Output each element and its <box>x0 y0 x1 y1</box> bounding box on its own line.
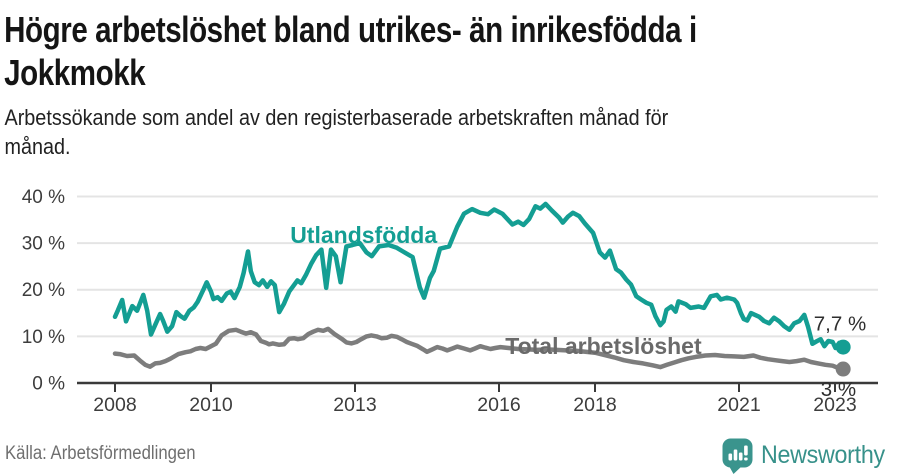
series-end-value-utlandsfodda: 7,7 % <box>814 312 866 335</box>
y-axis-tick-label: 20 % <box>22 280 65 301</box>
newsworthy-icon <box>722 438 753 474</box>
x-axis-tick-label: 2008 <box>93 394 136 416</box>
page-subtitle: Arbetssökande som andel av den registerb… <box>4 105 669 159</box>
unemployment-line-chart: 0 % 10 % 20 % 30 % 40 % 2008 2010 2013 2016 2018 2… <box>22 187 878 416</box>
series-line-utlandsfodda <box>112 201 846 351</box>
series-end-value-total: 3 % <box>821 378 856 401</box>
page-title: Högre arbetslöshet bland utrikes- än inr… <box>4 9 697 94</box>
series-line-total <box>112 326 846 372</box>
x-axis-tick-label: 2016 <box>477 394 520 416</box>
series-end-dot-utlandsfodda <box>835 339 851 355</box>
x-axis-tick-label: 2010 <box>189 394 233 416</box>
newsworthy-wordmark: Newsworthy <box>760 441 885 469</box>
source-caption: Källa: Arbetsförmedlingen <box>5 443 196 464</box>
y-axis-tick-label: 10 % <box>22 327 65 348</box>
y-axis-tick-label: 40 % <box>22 187 65 208</box>
x-axis-tick-label: 2018 <box>573 394 616 416</box>
x-axis-tick-label: 2021 <box>717 394 760 416</box>
y-axis-tick-label: 30 % <box>22 234 65 255</box>
series-label-utlandsfodda: Utlandsfödda <box>290 222 437 248</box>
series-label-total: Total arbetslöshet <box>505 333 702 359</box>
y-axis-tick-label: 0 % <box>32 374 65 395</box>
x-axis-tick-label: 2013 <box>333 394 376 416</box>
series-end-dot-total <box>835 361 851 377</box>
x-axis-tick-label: 2023 <box>813 394 856 416</box>
newsworthy-logo-link[interactable]: Newsworthy <box>721 437 894 474</box>
